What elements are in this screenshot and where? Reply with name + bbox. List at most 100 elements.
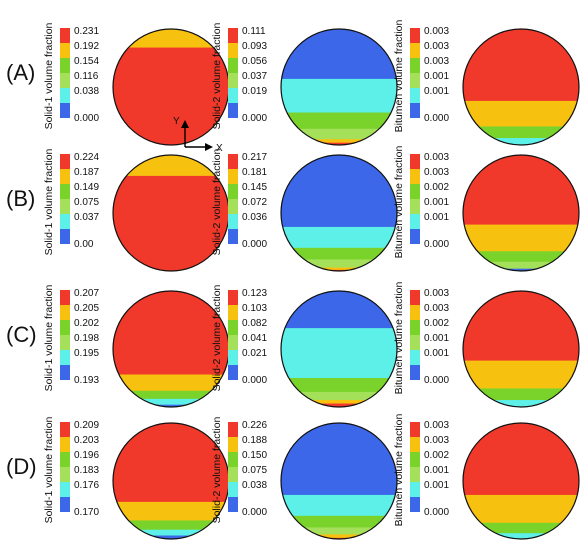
contour-panel: Solid-2 volume fraction 0.123 0.103 0.082 0.… xyxy=(211,284,398,408)
colorbar-segment xyxy=(60,305,70,320)
colorbar-tick-label: 0.041 xyxy=(242,333,267,344)
sphere-outline xyxy=(280,290,398,408)
colorbar xyxy=(410,290,420,380)
colorbar-segment xyxy=(410,28,420,43)
contour-band xyxy=(281,291,397,330)
colorbar xyxy=(410,154,420,244)
x-arrow-head-icon xyxy=(205,143,213,151)
colorbar-segment xyxy=(410,214,420,229)
sphere-outline xyxy=(462,28,580,146)
colorbar-segment xyxy=(60,154,70,169)
contour-band xyxy=(281,515,397,529)
colorbar-segment xyxy=(60,28,70,43)
colorbar-segment xyxy=(410,154,420,169)
contour-band xyxy=(281,328,397,379)
colorbar-segment xyxy=(410,497,420,512)
colorbar-tick-label: 0.003 xyxy=(424,303,449,314)
contour-band xyxy=(113,398,229,406)
colorbar-tick-label: 0.001 xyxy=(424,333,449,344)
colorbar-tick-label: 0.001 xyxy=(424,212,449,223)
contour-band xyxy=(281,391,397,402)
contour-band xyxy=(463,251,579,263)
row-label: (B) xyxy=(6,186,35,211)
colorbar-segment xyxy=(228,169,238,184)
colorbar-segment xyxy=(228,184,238,199)
row-label: (D) xyxy=(6,454,37,479)
contour-band xyxy=(281,29,397,80)
colorbar-tick-label: 0.192 xyxy=(74,41,99,52)
colorbar-segment xyxy=(228,88,238,103)
colorbar-tick-label: 0.123 xyxy=(242,288,267,299)
colorbar-tick-label: 0.196 xyxy=(74,450,99,461)
contour-band xyxy=(463,291,579,362)
colorbar-segment xyxy=(228,154,238,169)
contour-band xyxy=(113,520,229,531)
sphere-outline xyxy=(280,422,398,540)
contour-band xyxy=(281,403,397,407)
colorbar-segment xyxy=(228,467,238,482)
contour-band xyxy=(281,378,397,393)
colorbar-tick-label: 0.000 xyxy=(74,113,99,124)
contour-band xyxy=(281,128,397,141)
colorbar-segment xyxy=(60,88,70,103)
colorbar-title: Solid-1 volume fraction xyxy=(43,22,55,129)
contour-band xyxy=(113,529,229,537)
colorbar-tick-label: 0.002 xyxy=(424,182,449,193)
colorbar-segment xyxy=(410,229,420,244)
colorbar-segment xyxy=(60,103,70,118)
colorbar-tick-label: 0.176 xyxy=(74,480,99,491)
colorbar-tick-label: 0.188 xyxy=(242,435,267,446)
colorbar-tick-label: 0.075 xyxy=(242,465,267,476)
colorbar-segment xyxy=(60,335,70,350)
contour-panel: Solid-2 volume fraction 0.226 0.188 0.150 0.… xyxy=(211,416,398,540)
colorbar-segment xyxy=(410,320,420,335)
colorbar-segment xyxy=(60,482,70,497)
contour-band xyxy=(463,126,579,140)
contour-band xyxy=(281,226,397,249)
contour-band xyxy=(281,78,397,114)
sphere-outline xyxy=(280,154,398,272)
colorbar-tick-label: 0.003 xyxy=(424,152,449,163)
colorbar-segment xyxy=(228,305,238,320)
contour-panel: Solid-1 volume fraction 0.231 0.192 0.154 0.… xyxy=(43,22,230,146)
colorbar-title: Bitumen volume fraction xyxy=(393,146,405,259)
colorbar-tick-label: 0.154 xyxy=(74,56,99,67)
colorbar xyxy=(60,290,70,380)
contour-band xyxy=(463,261,579,270)
colorbar-segment xyxy=(410,103,420,118)
colorbar-tick-label: 0.000 xyxy=(242,507,267,518)
colorbar-segment xyxy=(410,452,420,467)
colorbar-tick-label: 0.205 xyxy=(74,303,99,314)
colorbar-tick-label: 0.183 xyxy=(74,465,99,476)
contour-band xyxy=(463,533,579,539)
colorbar-tick-label: 0.231 xyxy=(74,26,99,37)
colorbar-title: Solid-1 volume fraction xyxy=(43,148,55,255)
colorbar-tick-label: 0.037 xyxy=(242,71,267,82)
colorbar-segment xyxy=(410,290,420,305)
colorbar-tick-label: 0.003 xyxy=(424,288,449,299)
colorbar-tick-label: 0.093 xyxy=(242,41,267,52)
colorbar-tick-label: 0.181 xyxy=(242,167,267,178)
colorbar-tick-label: 0.193 xyxy=(74,375,99,386)
colorbar-segment xyxy=(410,184,420,199)
colorbar-tick-label: 0.000 xyxy=(424,507,449,518)
colorbar-title: Solid-2 volume fraction xyxy=(211,148,223,255)
contour-band xyxy=(463,400,579,407)
colorbar xyxy=(60,28,70,118)
contour-band xyxy=(281,267,397,271)
colorbar-segment xyxy=(60,58,70,73)
contour-band xyxy=(281,259,397,269)
contour-panel: Bitumen volume fraction 0.003 0.003 0.002 0.… xyxy=(393,282,580,408)
contour-band xyxy=(463,494,579,524)
contour-band xyxy=(113,374,229,392)
contour-band xyxy=(281,142,397,145)
colorbar-tick-label: 0.226 xyxy=(242,420,267,431)
row-label: (C) xyxy=(6,322,37,347)
contour-band xyxy=(463,29,579,102)
colorbar-tick-label: 0.038 xyxy=(74,86,99,97)
contour-band xyxy=(463,388,579,402)
y-arrow-head-icon xyxy=(181,120,189,128)
colorbar-segment xyxy=(410,335,420,350)
colorbar-segment xyxy=(60,184,70,199)
colorbar-tick-label: 0.003 xyxy=(424,26,449,37)
